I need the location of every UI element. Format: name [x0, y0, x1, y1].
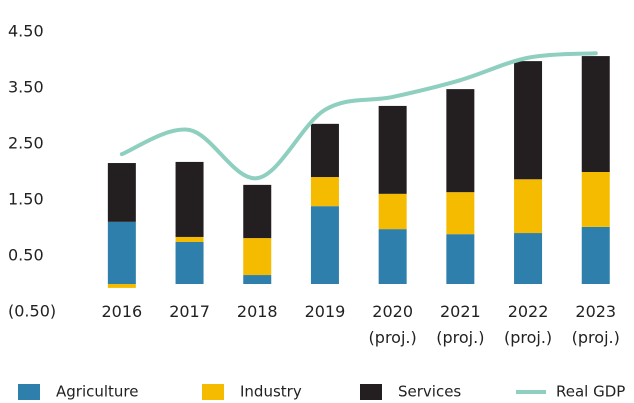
bar — [175, 236, 204, 242]
bar — [310, 123, 339, 178]
bar — [107, 284, 136, 288]
y-tick-label: (0.50) — [8, 302, 56, 321]
x-tick-label: 2016 — [101, 302, 143, 321]
x-tick-label: 2017 — [169, 302, 210, 321]
bar — [514, 61, 543, 180]
x-tick-label: 2023 (proj.) — [571, 302, 620, 347]
legend-swatch — [360, 384, 382, 400]
y-tick-label: 2.50 — [8, 134, 44, 153]
bar — [310, 206, 339, 284]
bar — [310, 177, 339, 207]
bar — [446, 89, 475, 193]
bar — [514, 233, 543, 284]
legend-label: Industry — [240, 383, 302, 401]
legend-label: Real GDP — [556, 383, 625, 401]
x-tick-label: 2022 (proj.) — [503, 302, 553, 347]
bar — [243, 238, 272, 276]
y-tick-label: 4.50 — [8, 22, 44, 41]
legend-swatch — [202, 384, 224, 400]
x-tick-label: 2019 — [304, 302, 346, 321]
bar — [446, 234, 475, 284]
bar — [581, 56, 610, 172]
y-tick-label: 0.50 — [8, 246, 44, 265]
bar — [243, 184, 272, 239]
bar — [107, 221, 136, 284]
bar — [243, 275, 272, 284]
legend-label: Agriculture — [56, 383, 139, 401]
bar — [175, 242, 204, 284]
bar — [378, 193, 407, 230]
y-tick-label: 3.50 — [8, 78, 44, 97]
bar — [378, 105, 407, 194]
x-tick-label: 2018 — [236, 302, 278, 321]
bar — [581, 226, 610, 284]
legend-label: Services — [398, 383, 461, 401]
bar — [446, 192, 475, 235]
x-tick-label: 2020 (proj.) — [368, 302, 417, 347]
legend-swatch — [18, 384, 40, 400]
bar — [378, 229, 407, 284]
bar — [107, 163, 136, 222]
bar — [581, 172, 610, 227]
y-tick-label: 1.50 — [8, 190, 44, 209]
bar — [514, 179, 543, 234]
bar — [175, 161, 204, 237]
line — [119, 51, 598, 181]
x-tick-label: 2021 (proj.) — [436, 302, 485, 347]
